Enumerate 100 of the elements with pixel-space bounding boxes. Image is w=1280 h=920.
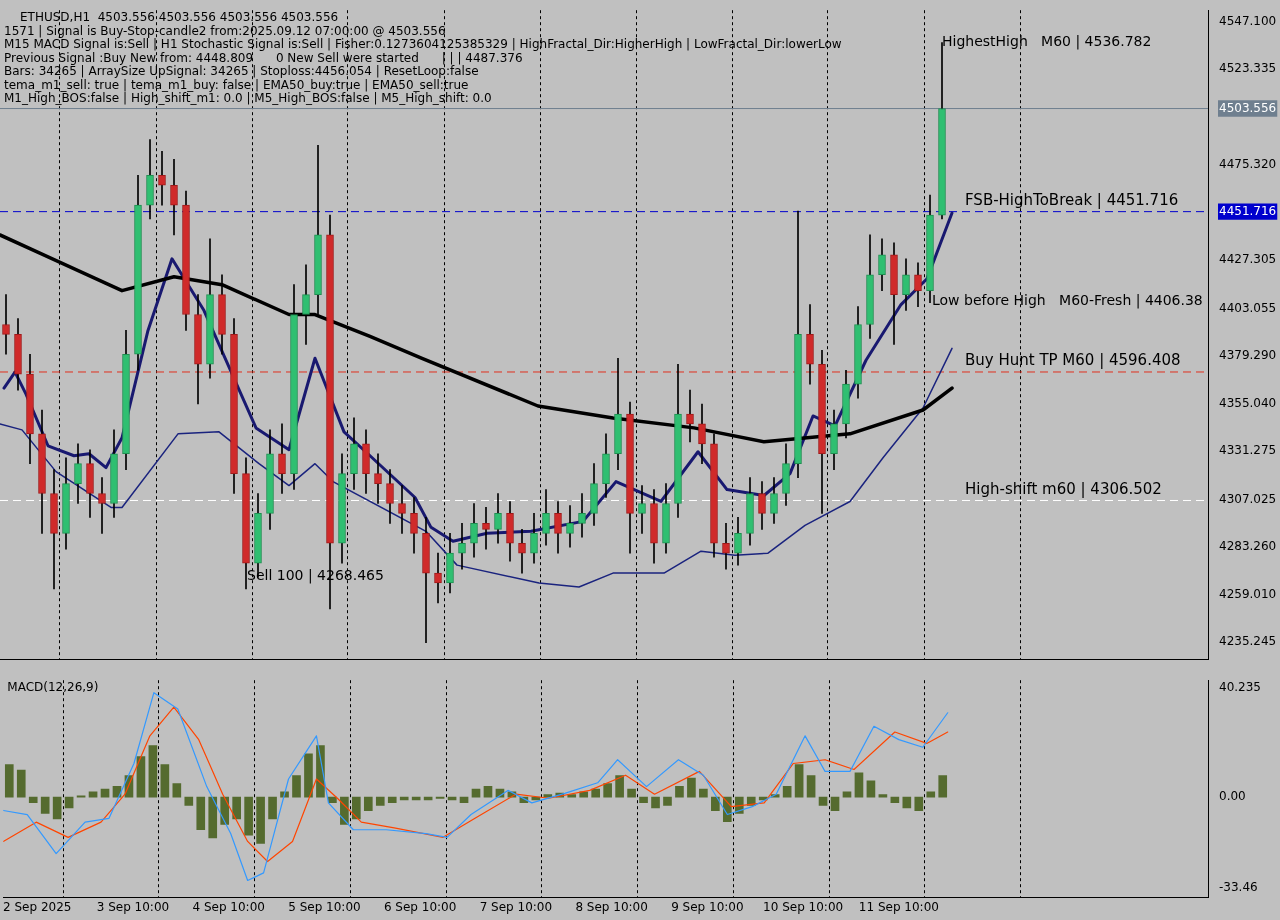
candlestick bbox=[2, 294, 10, 355]
bar bbox=[52, 796, 62, 820]
bar bbox=[782, 785, 792, 798]
bar bbox=[483, 785, 493, 798]
y-tick-label: 4403.055 bbox=[1219, 300, 1277, 315]
bar bbox=[471, 788, 481, 798]
x-tick-label: 3 Sep 10:00 bbox=[96, 899, 170, 914]
bar bbox=[914, 796, 924, 812]
bar bbox=[256, 796, 265, 844]
x-tick-label: 9 Sep 10:00 bbox=[671, 899, 744, 914]
candlestick bbox=[482, 507, 490, 550]
x-tick-label: 7 Sep 10:00 bbox=[479, 899, 553, 914]
bar bbox=[399, 796, 409, 801]
annotation: M15 MACD Signal is:Sell | H1 Stochastic Signal is:Sell | Fisher:0.1273604125385329 | HighFractal_Dir:HigherHigh | LowFractal_Dir:lowerLow bbox=[4, 37, 842, 52]
bar bbox=[711, 796, 720, 812]
x-tick-label: 10 Sep 10:00 bbox=[763, 899, 844, 914]
candlestick bbox=[398, 485, 406, 534]
bar bbox=[854, 772, 864, 798]
y-tick-label: 40.235 bbox=[1219, 680, 1261, 695]
bar bbox=[232, 796, 241, 820]
y-tick-label: 0.00 bbox=[1219, 789, 1246, 804]
annotation: 1571 | Signal is Buy-Stop-candle2 from:2025.09.12 07:00:00 @ 4503.556 bbox=[4, 23, 446, 38]
candlestick bbox=[98, 477, 106, 534]
bar bbox=[603, 783, 612, 798]
bar bbox=[28, 796, 38, 803]
y-tick-label: 4235.245 bbox=[1219, 634, 1277, 649]
y-tick-label: 4475.320 bbox=[1219, 156, 1277, 171]
bar bbox=[363, 796, 373, 812]
candlestick bbox=[722, 523, 730, 570]
bar bbox=[328, 796, 337, 803]
bar bbox=[160, 764, 170, 798]
bar bbox=[76, 795, 86, 798]
bar bbox=[663, 796, 672, 806]
y-tick-label: 4331.275 bbox=[1219, 443, 1277, 458]
bar bbox=[459, 796, 469, 803]
chart-title: MACD(12,26,9) bbox=[7, 680, 99, 695]
bar bbox=[148, 745, 158, 798]
bar bbox=[627, 788, 636, 798]
bar bbox=[878, 794, 888, 798]
y-tick-label: 4547.100 bbox=[1219, 14, 1277, 29]
ref-line-label: Buy Hunt TP M60 | 4596.408 bbox=[965, 351, 1181, 370]
bar bbox=[699, 788, 708, 798]
x-tick-label: 8 Sep 10:00 bbox=[575, 899, 648, 914]
bar bbox=[184, 796, 194, 806]
bar bbox=[16, 769, 26, 798]
x-tick-label: 5 Sep 10:00 bbox=[288, 899, 361, 914]
bar bbox=[4, 764, 14, 798]
bar bbox=[926, 791, 936, 798]
bar bbox=[292, 775, 301, 798]
bar bbox=[818, 796, 828, 806]
annotation: Low before High M60-Fresh | 4406.38 bbox=[932, 292, 1203, 310]
bar bbox=[435, 796, 445, 799]
candlestick bbox=[303, 264, 309, 345]
bar bbox=[268, 796, 277, 820]
y-tick-label: 4355.040 bbox=[1219, 396, 1277, 411]
annotation: Bars: 34265 | ArraySize UpSignal: 34265 | Stoploss:4456.054 | ResetLoop:false bbox=[4, 64, 479, 79]
x-tick-label: 11 Sep 10:00 bbox=[858, 899, 939, 914]
annotation: M1_High_BOS:false | High_shift_m1: 0.0 | M5_High_BOS:false | M5_High_shift: 0.0 bbox=[4, 91, 492, 106]
bar bbox=[806, 775, 816, 798]
bar bbox=[136, 756, 146, 798]
candlestick bbox=[458, 523, 466, 570]
bar bbox=[196, 796, 206, 831]
bar bbox=[938, 775, 948, 798]
bar bbox=[651, 796, 660, 809]
bar bbox=[88, 791, 98, 798]
bar bbox=[615, 775, 624, 798]
bar bbox=[830, 796, 840, 812]
candlestick bbox=[374, 453, 382, 504]
candlestick bbox=[566, 505, 574, 548]
y-tick-label: 4307.025 bbox=[1219, 491, 1277, 506]
annotation: tema_m1_sell: true | tema_m1_buy: false | EMA50_buy:true | EMA50_sell:true bbox=[4, 77, 469, 92]
bar bbox=[591, 788, 601, 798]
bar bbox=[100, 788, 110, 798]
bar bbox=[866, 780, 876, 798]
y-tick-label: 4283.260 bbox=[1219, 538, 1277, 553]
x-tick-label: 4 Sep 10:00 bbox=[192, 899, 265, 914]
y-tick-label: 4427.305 bbox=[1219, 252, 1277, 267]
annotation: HighestHigh M60 | 4536.782 bbox=[942, 33, 1152, 51]
bar bbox=[411, 796, 421, 801]
candlestick bbox=[158, 151, 166, 206]
bar bbox=[352, 796, 361, 820]
bar bbox=[687, 777, 696, 798]
bar bbox=[890, 796, 900, 803]
bar bbox=[40, 796, 50, 814]
x-tick-label: 2 Sep 2025 bbox=[3, 899, 72, 914]
y-tick-label: 4379.290 bbox=[1219, 347, 1277, 362]
candlestick bbox=[434, 552, 442, 604]
y-tick-label: -33.46 bbox=[1219, 880, 1258, 895]
candlestick bbox=[578, 493, 586, 538]
bar bbox=[842, 791, 852, 798]
bar bbox=[244, 796, 253, 836]
ref-line-label: FSB-HighToBreak | 4451.716 bbox=[965, 191, 1179, 210]
y-tick-label: 4451.716 bbox=[1219, 203, 1277, 218]
y-tick-label: 4523.335 bbox=[1219, 61, 1277, 76]
chart-title: ETHUSD,H1 4503.556 4503.556 4503.556 4503.556 bbox=[20, 10, 339, 25]
bar bbox=[794, 764, 804, 798]
bar bbox=[639, 796, 648, 803]
ref-line-label: High-shift m60 | 4306.502 bbox=[965, 479, 1162, 498]
candlestick bbox=[638, 485, 646, 534]
y-tick-label: 4259.010 bbox=[1219, 587, 1277, 602]
